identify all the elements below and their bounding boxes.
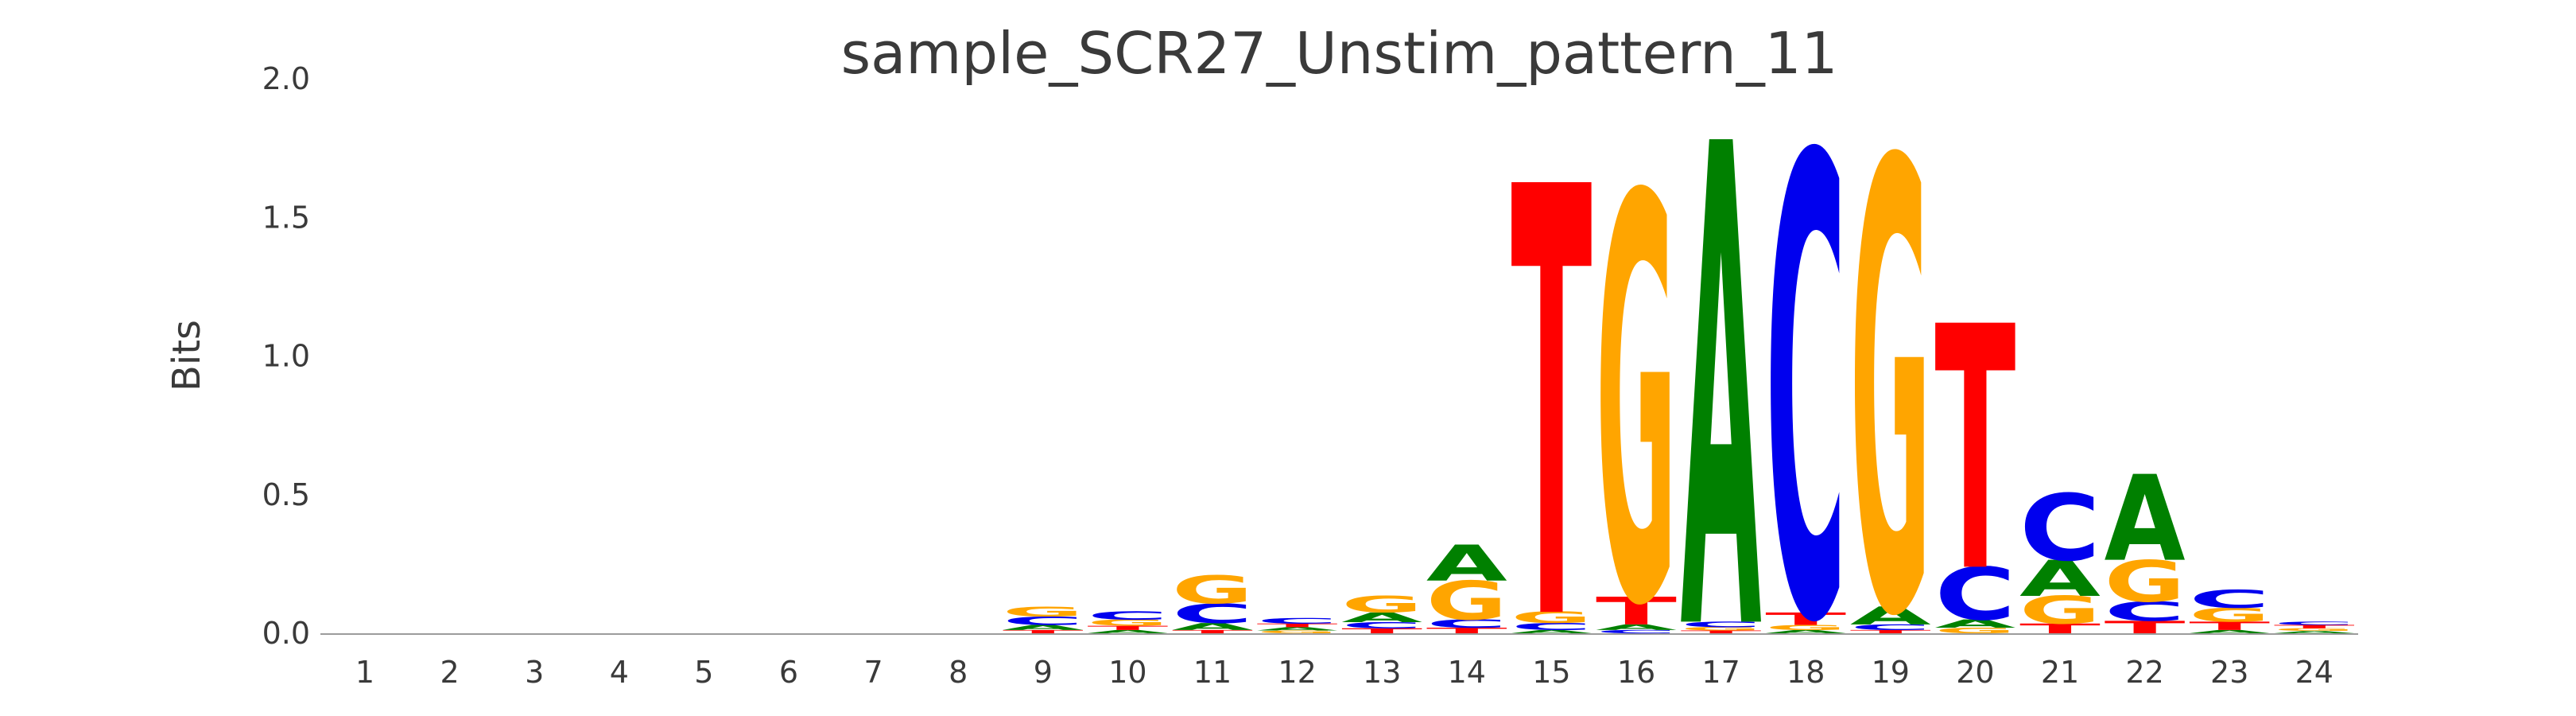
logo-letter-A: A: [1765, 629, 1846, 635]
logo-letter-A: A: [2019, 550, 2101, 607]
logo-letter-G: G: [1257, 630, 1338, 635]
x-tick-label: 22: [2125, 655, 2163, 690]
x-tick-label: 15: [1532, 655, 1570, 690]
logo-letter-C: C: [1257, 617, 1338, 625]
logo-letter-A: A: [1934, 617, 2015, 631]
x-tick-label: 7: [864, 655, 883, 690]
logo-letter-T: T: [1003, 629, 1084, 635]
logo-letter-G: G: [2274, 628, 2355, 632]
logo-letter-C: C: [1003, 614, 1084, 628]
logo-letter-C: C: [1681, 620, 1762, 628]
logo-letter-C: C: [1765, 28, 1846, 716]
logo-letter-G: G: [1172, 569, 1253, 613]
logo-letter-A: A: [2105, 450, 2186, 587]
x-tick-label: 4: [610, 655, 629, 690]
logo-letter-T: T: [2105, 617, 2186, 637]
logo-letter-C: C: [1087, 609, 1168, 623]
logo-letter-C: C: [2105, 596, 2186, 627]
logo-letter-T: T: [1426, 626, 1508, 635]
logo-letter-T: T: [2274, 624, 2355, 629]
x-tick-label: 12: [1278, 655, 1316, 690]
logo-letter-G: G: [1511, 609, 1592, 626]
x-tick-label: 20: [1956, 655, 1994, 690]
logo-letter-A: A: [1511, 629, 1592, 635]
logo-letter-G: G: [1003, 604, 1084, 620]
y-tick-label: 0.0: [262, 616, 310, 651]
x-tick-label: 2: [440, 655, 460, 690]
logo-letter-A: A: [1257, 626, 1338, 632]
y-tick-label: 0.5: [262, 477, 310, 512]
logo-letter-G: G: [1087, 618, 1168, 628]
logo-letter-G: G: [1596, 81, 1677, 716]
logo-letter-C: C: [1850, 623, 1931, 632]
logo-letter-C: C: [1341, 621, 1422, 630]
logo-letter-C: C: [2274, 621, 2355, 626]
x-tick-label: 16: [1617, 655, 1655, 690]
x-tick-label: 14: [1448, 655, 1486, 690]
logo-letter-C: C: [1511, 621, 1592, 632]
logo-letter-A: A: [1426, 535, 1508, 592]
logo-letter-A: A: [1850, 601, 1931, 630]
x-tick-label: 23: [2210, 655, 2248, 690]
logo-letter-G: G: [1681, 626, 1762, 632]
logo-letter-T: T: [1596, 590, 1678, 634]
logo-letter-T: T: [1850, 629, 1931, 635]
y-tick-label: 1.0: [262, 339, 310, 374]
logo-letter-A: A: [1003, 624, 1084, 632]
logo-letter-T: T: [2189, 620, 2271, 633]
x-tick-label: 1: [355, 655, 374, 690]
logo-letter-A: A: [1172, 621, 1253, 632]
logo-letter-T: T: [2019, 621, 2101, 636]
logo-letter-T: T: [1681, 630, 1762, 635]
x-tick-label: 13: [1363, 655, 1401, 690]
logo-letter-T: T: [1511, 64, 1593, 716]
x-tick-label: 8: [949, 655, 968, 690]
x-tick-label: 9: [1034, 655, 1053, 690]
logo-letter-A: A: [1596, 623, 1677, 632]
x-tick-label: 17: [1701, 655, 1740, 690]
logo-letter-G: G: [1934, 626, 2015, 635]
logo-letter-T: T: [1087, 625, 1168, 631]
x-tick-label: 10: [1108, 655, 1146, 690]
x-tick-label: 5: [694, 655, 713, 690]
logo-letter-G: G: [1850, 35, 1931, 716]
logo-letter-A: A: [2189, 629, 2270, 635]
x-tick-label: 18: [1787, 655, 1825, 690]
logo-letter-T: T: [1257, 623, 1338, 628]
logo-letter-T: T: [1765, 609, 1846, 629]
chart-title: sample_SCR27_Unstim_pattern_11: [840, 20, 1838, 87]
y-tick-label: 1.5: [262, 200, 310, 235]
logo-letter-A: A: [1087, 629, 1168, 635]
logo-letter-T: T: [1341, 627, 1423, 635]
x-tick-label: 19: [1872, 655, 1910, 690]
logo-letter-G: G: [2019, 589, 2101, 633]
logo-letter-A: A: [1681, 7, 1763, 716]
logo-letter-C: C: [1934, 552, 2015, 636]
x-tick-label: 11: [1193, 655, 1232, 690]
logo-letter-G: G: [1765, 624, 1846, 632]
logo-letter-C: C: [2019, 476, 2101, 582]
logo-letter-C: C: [1172, 598, 1253, 629]
logo-letter-T: T: [1172, 629, 1253, 635]
x-tick-label: 21: [2041, 655, 2079, 690]
y-tick-label: 2.0: [262, 61, 310, 96]
logo-letter-C: C: [1426, 617, 1507, 631]
logo-letter-G: G: [2105, 548, 2186, 615]
logo-letter-A: A: [1341, 609, 1423, 625]
logo-letter-G: G: [1426, 570, 1507, 632]
logo-letter-C: C: [1596, 629, 1677, 635]
x-tick-label: 3: [525, 655, 544, 690]
x-tick-label: 24: [2295, 655, 2334, 690]
logo-letter-G: G: [1341, 592, 1422, 618]
logo-letter-G: G: [2189, 605, 2270, 627]
logo-letter-C: C: [2189, 585, 2270, 613]
logo-letter-A: A: [2274, 630, 2355, 633]
x-tick-label: 6: [779, 655, 798, 690]
logo-letter-T: T: [1934, 257, 2016, 647]
